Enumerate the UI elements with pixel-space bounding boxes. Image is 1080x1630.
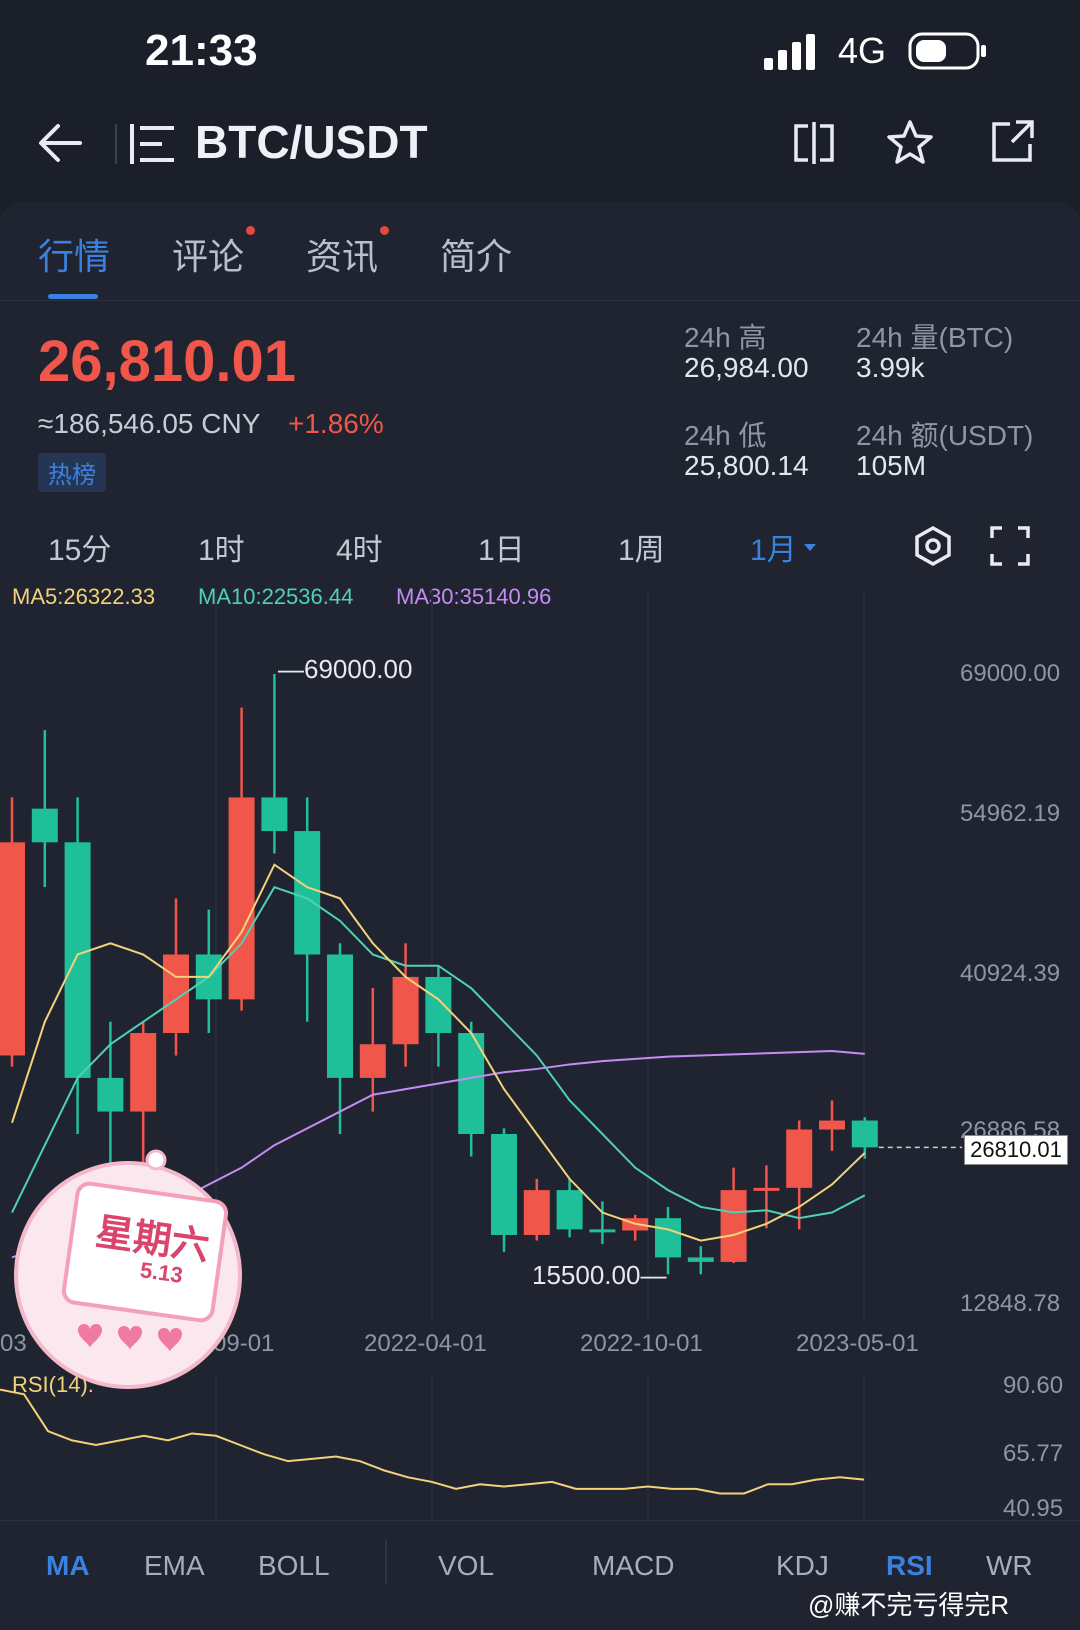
tab-market[interactable]: 行情 — [38, 236, 111, 277]
calendar-sticker — [8, 1140, 248, 1395]
candle-body — [458, 1033, 485, 1135]
high-value: 26,984.00 — [684, 352, 809, 383]
amount-value: 105M — [856, 450, 927, 481]
x-tick: 2023-05-01 — [796, 1330, 919, 1357]
y-tick: 40924.39 — [960, 960, 1061, 987]
indicator-ma[interactable]: MA — [46, 1550, 90, 1581]
high-annotation: —69000.00 — [278, 654, 413, 684]
timeframe-1w[interactable]: 1周 — [618, 534, 665, 567]
candle-body — [392, 976, 419, 1045]
low-annotation: 15500.00— — [532, 1260, 667, 1290]
volume-value: 3.99k — [856, 352, 925, 383]
timeframe-4h[interactable]: 4时 — [336, 534, 383, 567]
candle-body — [851, 1120, 878, 1148]
favorite-star-icon[interactable] — [886, 118, 934, 171]
candle-body — [819, 1120, 845, 1130]
candle-body — [589, 1229, 616, 1233]
indicator-separator — [385, 1540, 387, 1584]
tab-comments[interactable]: 评论 — [172, 236, 245, 277]
candle-body — [261, 797, 288, 832]
pair-title[interactable]: BTC/USDT — [195, 116, 428, 168]
notification-dot — [380, 226, 389, 235]
weibo-watermark: @赚不完亏得完R — [808, 1590, 1010, 1620]
indicator-macd[interactable]: MACD — [592, 1550, 675, 1581]
indicator-boll[interactable]: BOLL — [258, 1550, 330, 1581]
candle-body — [0, 842, 25, 1056]
ma5-legend: MA5:26322.33 — [12, 584, 156, 609]
tab-news[interactable]: 资讯 — [306, 236, 379, 277]
y-tick: 12848.78 — [960, 1290, 1061, 1317]
network-label: 4G — [838, 30, 887, 71]
candle-body — [655, 1218, 681, 1258]
low-label: 24h 低 — [684, 420, 767, 451]
tab-active-indicator — [48, 294, 98, 299]
indicator-kdj[interactable]: KDJ — [776, 1550, 829, 1581]
candle-body — [687, 1257, 714, 1262]
ma10-legend: MA10:22536.44 — [198, 584, 354, 609]
rsi-tick: 40.95 — [1003, 1495, 1064, 1522]
timeframe-1d[interactable]: 1日 — [478, 534, 525, 567]
candle-body — [523, 1190, 550, 1235]
ma5-line — [11, 863, 866, 1242]
amount-label: 24h 额(USDT) — [856, 420, 1034, 451]
last-price: 26,810.01 — [38, 329, 297, 394]
hot-badge[interactable]: 热榜 — [38, 453, 106, 492]
candle-body — [556, 1190, 583, 1230]
volume-label: 24h 量(BTC) — [856, 322, 1014, 353]
signal-icon — [764, 34, 824, 75]
indicator-wr[interactable]: WR — [986, 1550, 1033, 1581]
y-tick: 69000.00 — [960, 660, 1061, 687]
price-change: +1.86% — [288, 408, 384, 439]
fullscreen-icon[interactable] — [990, 526, 1030, 571]
candle-body — [786, 1129, 813, 1188]
current-price-tag: 26810.01 — [964, 1135, 1068, 1165]
compare-icon[interactable] — [790, 120, 838, 171]
rsi-tick: 65.77 — [1003, 1440, 1064, 1467]
candle-body — [64, 842, 91, 1078]
rsi-tick: 90.60 — [1003, 1372, 1064, 1399]
y-tick: 54962.19 — [960, 800, 1061, 827]
candle-body — [228, 797, 255, 1000]
x-tick: 2022-04-01 — [364, 1330, 487, 1357]
tab-intro[interactable]: 简介 — [440, 236, 513, 277]
candle-body — [720, 1190, 747, 1262]
indicator-vol[interactable]: VOL — [438, 1550, 495, 1581]
x-tick: 03 — [0, 1330, 27, 1357]
dropdown-caret-icon[interactable] — [803, 540, 817, 558]
ma10-line — [11, 885, 866, 1220]
pair-list-icon[interactable] — [130, 124, 176, 169]
x-tick: 2022-10-01 — [580, 1330, 703, 1357]
indicator-rsi[interactable]: RSI — [886, 1550, 933, 1581]
notification-dot — [246, 226, 255, 235]
rsi-line — [0, 1388, 865, 1495]
low-value: 25,800.14 — [684, 450, 809, 481]
candle-body — [294, 831, 321, 955]
candle-body — [31, 808, 58, 843]
ma30-legend: MA30:35140.96 — [396, 584, 552, 609]
content-panel — [0, 202, 1080, 1630]
candle-body — [327, 954, 353, 1078]
indicator-ema[interactable]: EMA — [144, 1550, 205, 1581]
candle-body — [97, 1077, 124, 1112]
timeframe-15m[interactable]: 15分 — [48, 534, 112, 567]
timeframe-1h[interactable]: 1时 — [198, 534, 245, 567]
indicator-divider — [0, 1520, 1080, 1521]
high-label: 24h 高 — [684, 322, 767, 353]
candle-body — [425, 976, 452, 1034]
candle-body — [130, 1033, 157, 1112]
candle-body — [359, 1044, 386, 1078]
timeframe-1m[interactable]: 1月 — [750, 534, 797, 567]
tab-divider — [0, 300, 1080, 301]
share-icon[interactable] — [988, 118, 1036, 171]
cny-price: ≈186,546.05 CNY — [38, 408, 261, 439]
candle-body — [491, 1134, 517, 1235]
settings-hexagon-icon[interactable] — [912, 525, 954, 572]
divider-bar — [115, 124, 117, 164]
back-icon[interactable] — [36, 120, 86, 171]
battery-icon — [908, 32, 990, 77]
status-time: 21:33 — [145, 26, 258, 75]
candle-body — [753, 1187, 780, 1191]
